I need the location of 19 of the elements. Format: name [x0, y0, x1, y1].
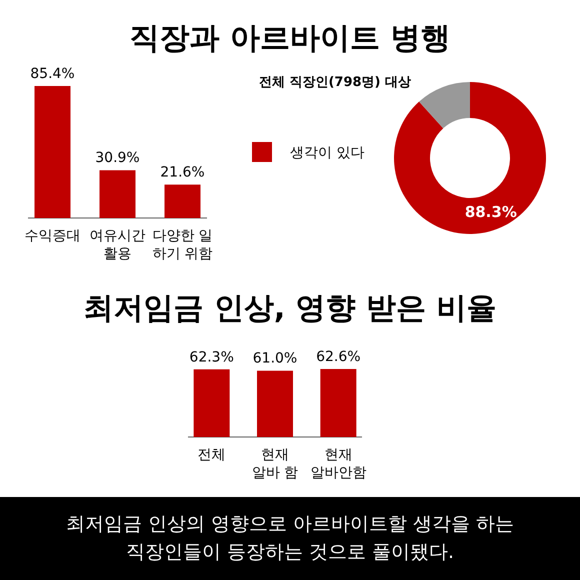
x-tick-label: 다양한 일 하기 위함 [152, 228, 213, 262]
data-label: 62.6% [316, 349, 361, 365]
legend-label: 생각이 있다 [290, 145, 364, 161]
data-label: 30.9% [95, 150, 140, 166]
chart-subtitle: 전체 직장인(798명) 대상 [258, 75, 412, 90]
data-label: 62.3% [189, 349, 234, 366]
data-label: 85.4% [30, 66, 75, 82]
x-tick-label: 현재 알바 함 [252, 447, 298, 481]
x-tick-label: 전체 [198, 447, 226, 463]
x-tick-label: 현재 알바안함 [310, 447, 366, 481]
text: 최저임금 인상의 영향으로 아르바이트할 생각을 하는 직장인들이 등장하는 것으로 풀이됐다. [66, 513, 514, 563]
data-label: 88.3% [464, 203, 517, 222]
chart-title: 최저임금 인상, 영향 받은 비율 [83, 291, 497, 326]
data-label: 21.6% [160, 164, 205, 181]
donut-slice [419, 82, 470, 128]
x-tick-label: 수익증대 [24, 228, 80, 244]
text: 직장과 아르바이트 병행 [130, 21, 450, 56]
data-label: 61.0% [252, 350, 298, 367]
x-tick-label: 여유시간 활용 [90, 228, 146, 262]
